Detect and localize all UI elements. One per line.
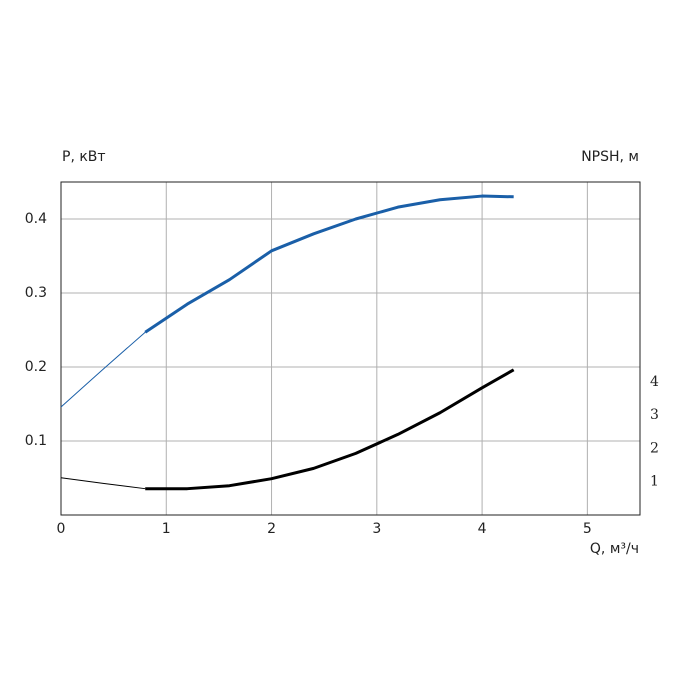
curve xyxy=(145,368,515,491)
y2-tick-label: 2 xyxy=(650,440,659,456)
y2-axis-label: NPSH, м xyxy=(581,149,639,165)
x-tick-label: 2 xyxy=(267,521,276,537)
curve xyxy=(60,331,146,408)
x-tick-label: 3 xyxy=(372,521,381,537)
x-tick-label: 4 xyxy=(478,521,487,537)
x-axis-label: Q, м³/ч xyxy=(590,541,639,557)
y-tick-label: 0.4 xyxy=(25,211,47,227)
plot-frame xyxy=(60,181,641,516)
x-tick-label: 1 xyxy=(162,521,171,537)
y-tick-label: 0.3 xyxy=(25,285,47,301)
y-tick-label: 0.2 xyxy=(25,359,47,375)
y2-tick-label: 1 xyxy=(650,474,659,490)
y-tick-label: 0.1 xyxy=(25,433,47,449)
y-axis-label: P, кВт xyxy=(62,149,106,165)
curve xyxy=(60,477,146,490)
x-tick-label: 5 xyxy=(583,521,592,537)
x-tick-label: 0 xyxy=(57,521,66,537)
y2-tick-label: 3 xyxy=(650,407,659,423)
curve xyxy=(144,194,514,334)
y2-tick-label: 4 xyxy=(650,374,659,390)
